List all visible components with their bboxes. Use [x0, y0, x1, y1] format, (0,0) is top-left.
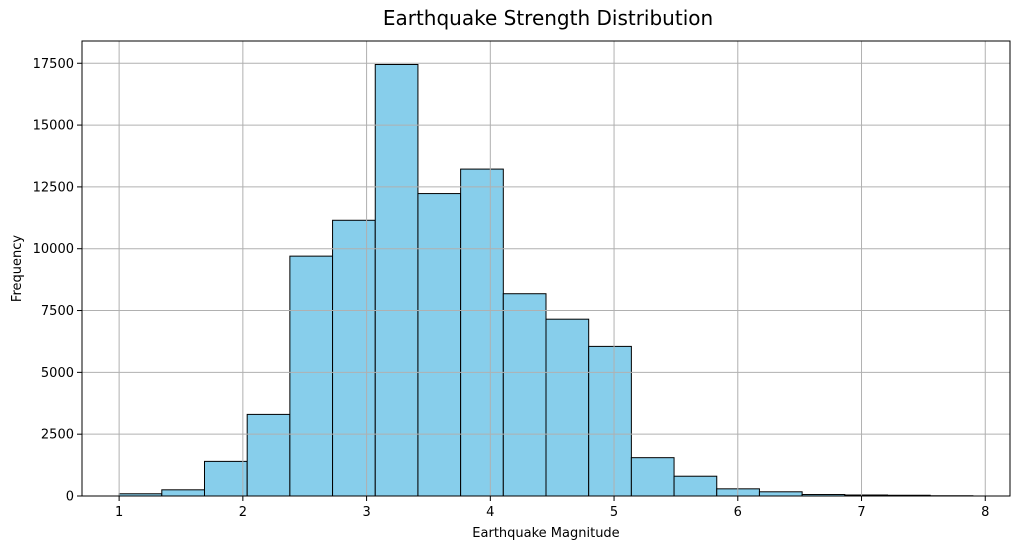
y-axis-ticks: 0 2500 5000 7500 10000 12500 15000 17500	[33, 57, 82, 505]
histogram-bar	[673, 475, 718, 497]
histogram-bar	[417, 193, 462, 497]
grid-lines	[82, 41, 1010, 497]
histogram-bar	[630, 457, 675, 497]
x-tick-label: 7	[857, 505, 865, 520]
x-tick-label: 1	[115, 505, 123, 520]
x-tick-label: 8	[981, 505, 989, 520]
histogram-bar	[758, 491, 803, 497]
x-tick-label: 6	[734, 505, 742, 520]
histogram-bar	[502, 293, 547, 497]
plot-frame	[81, 40, 1011, 497]
histogram-bar	[545, 318, 590, 497]
y-tick-label: 0	[66, 490, 74, 505]
y-tick-label: 10000	[33, 242, 74, 257]
y-tick-label: 2500	[41, 428, 74, 443]
x-tick-label: 5	[610, 505, 618, 520]
histogram-bar	[289, 255, 334, 497]
histogram-bar	[203, 460, 248, 497]
y-tick-label: 15000	[33, 119, 74, 134]
y-axis-label: Frequency	[10, 235, 25, 302]
y-tick-label: 5000	[41, 366, 74, 381]
x-axis-ticks: 1 2 3 4 5 6 7 8	[115, 496, 989, 520]
histogram-bar	[460, 168, 504, 497]
y-tick-label: 7500	[41, 304, 74, 319]
x-tick-label: 2	[239, 505, 247, 520]
histogram-bar	[161, 489, 205, 497]
histogram-bar	[332, 219, 376, 497]
histogram-bar	[588, 345, 632, 497]
bars	[118, 63, 974, 497]
x-axis-label: Earthquake Magnitude	[472, 526, 619, 541]
histogram-bar	[374, 63, 419, 497]
chart-title: Earthquake Strength Distribution	[383, 6, 713, 30]
x-tick-label: 3	[362, 505, 370, 520]
y-tick-label: 12500	[33, 180, 74, 195]
x-tick-label: 4	[486, 505, 494, 520]
histogram-bar	[246, 413, 291, 497]
y-tick-label: 17500	[33, 57, 74, 72]
